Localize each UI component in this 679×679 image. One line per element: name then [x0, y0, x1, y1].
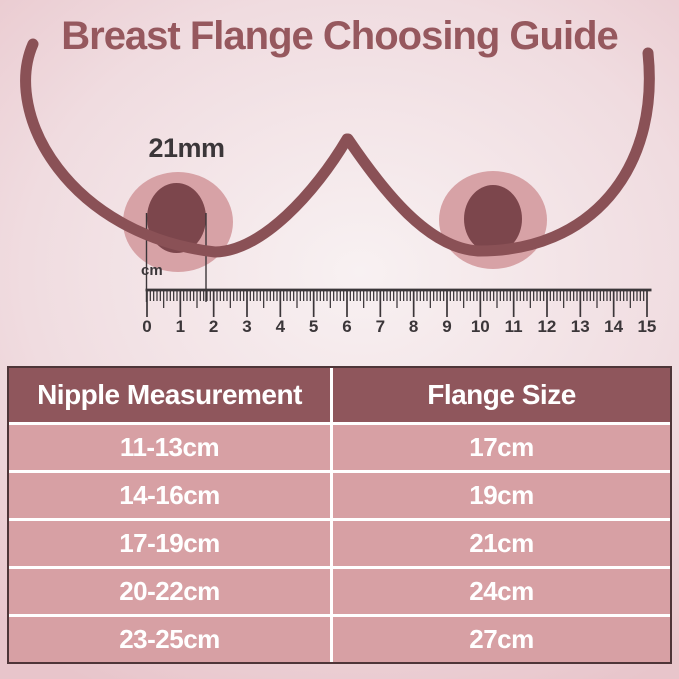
- ruler-tick-label: 0: [142, 317, 152, 336]
- ruler-tick-label: 9: [442, 317, 452, 336]
- column-header-flange-size: Flange Size: [333, 368, 670, 422]
- ruler-tick-label: 14: [604, 317, 624, 336]
- table-cell-nipple-measurement: 23-25cm: [9, 617, 330, 662]
- left-breast-outline: [20, 38, 353, 258]
- page-title: Breast Flange Choosing Guide: [61, 14, 619, 58]
- table-cell-nipple-measurement: 11-13cm: [9, 425, 330, 470]
- ruler-tick-label: 4: [275, 317, 286, 336]
- table-cell-flange-size: 17cm: [333, 425, 670, 470]
- ruler-ticks: [145, 288, 652, 317]
- ruler-tick-label: 10: [470, 317, 490, 336]
- ruler-tick-label: 3: [242, 317, 252, 336]
- ruler-unit-label: cm: [141, 262, 163, 279]
- table-cell-flange-size: 19cm: [333, 473, 670, 518]
- table-cell-nipple-measurement: 17-19cm: [9, 521, 330, 566]
- ruler-tick-labels: 0 1 2 3 4 5 6 7 8 9 10 11 12 13 14 15: [132, 317, 662, 337]
- right-nipple-shape: [464, 185, 522, 253]
- ruler-tick-label: 11: [504, 317, 523, 336]
- breast-illustration: [20, 38, 655, 317]
- right-breast-outline: [342, 47, 655, 257]
- nipple-width-label: 21mm: [148, 133, 225, 163]
- ruler-tick-label: 8: [408, 317, 419, 336]
- ruler-tick-label: 2: [208, 317, 219, 336]
- column-header-nipple-measurement: Nipple Measurement: [9, 368, 330, 422]
- ruler-tick-label: 13: [570, 317, 590, 336]
- ruler-tick-label: 7: [375, 317, 386, 336]
- ruler-tick-label: 5: [308, 317, 319, 336]
- ruler-tick-label: 15: [637, 317, 657, 336]
- size-table: Nipple Measurement Flange Size 11-13cm 1…: [7, 366, 672, 664]
- table-cell-nipple-measurement: 14-16cm: [9, 473, 330, 518]
- table-cell-flange-size: 24cm: [333, 569, 670, 614]
- ruler-tick-label: 1: [175, 317, 186, 336]
- table-cell-flange-size: 27cm: [333, 617, 670, 662]
- ruler-tick-label: 6: [342, 317, 352, 336]
- ruler-tick-label: 12: [537, 317, 557, 336]
- table-cell-nipple-measurement: 20-22cm: [9, 569, 330, 614]
- table-cell-flange-size: 21cm: [333, 521, 670, 566]
